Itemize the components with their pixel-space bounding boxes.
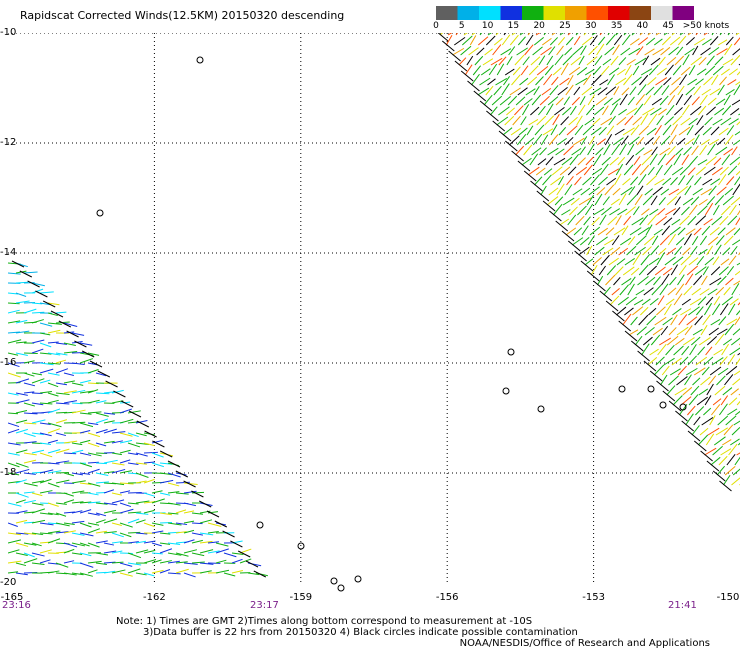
latitude-label: -14	[0, 247, 17, 258]
colorbar-swatch	[629, 6, 651, 20]
latitude-label: -12	[0, 137, 17, 148]
colorbar-swatch	[608, 6, 630, 20]
note-line-1: Note: 1) Times are GMT 2)Times along bot…	[116, 616, 533, 627]
time-label-right: 21:41	[668, 600, 697, 611]
longitude-label: -159	[289, 592, 313, 603]
note-line-2: 3)Data buffer is 22 hrs from 20150320 4)…	[143, 627, 578, 638]
longitude-label: -165	[0, 592, 24, 603]
island-outlines	[96, 56, 687, 592]
colorbar-swatch	[586, 6, 608, 20]
longitude-label: -156	[435, 592, 459, 603]
wind-speed-colorbar	[436, 6, 694, 20]
colorbar-label: 5	[458, 21, 465, 31]
longitude-label: -162	[143, 592, 166, 603]
colorbar-swatch	[479, 6, 501, 20]
wind-swath-west	[8, 260, 269, 578]
colorbar-label: 25	[559, 21, 571, 31]
colorbar-label: 10	[481, 21, 494, 31]
colorbar-label: 45	[662, 21, 674, 31]
latitude-label: -20	[0, 577, 17, 588]
credit-line: NOAA/NESDIS/Office of Research and Appli…	[459, 638, 710, 649]
colorbar-label: 40	[636, 21, 649, 31]
colorbar-label: 20	[533, 21, 545, 31]
latitude-label: -16	[0, 357, 17, 368]
longitude-label: -153	[582, 592, 605, 603]
map-title: Rapidscat Corrected Winds(12.5KM) 201503…	[20, 9, 345, 22]
colorbar-label: >50 knots	[682, 21, 730, 31]
wind-swath-east	[437, 33, 740, 492]
colorbar-swatch	[543, 6, 565, 20]
colorbar-swatch	[565, 6, 587, 20]
colorbar-label: 15	[507, 21, 520, 31]
colorbar-swatch	[436, 6, 458, 20]
time-label-left: 23:16	[2, 600, 31, 611]
longitude-label: -150	[716, 592, 740, 603]
colorbar-swatch	[457, 6, 479, 20]
colorbar-label: 30	[585, 21, 597, 31]
latitude-label: -18	[0, 467, 17, 478]
grid-lines	[8, 33, 740, 583]
latitude-label: -10	[0, 27, 17, 38]
colorbar-label: 0	[433, 21, 439, 31]
wind-map-plot	[8, 33, 740, 592]
time-label-middle: 23:17	[250, 600, 279, 611]
colorbar-swatch	[500, 6, 522, 20]
colorbar-label: 35	[610, 21, 623, 31]
colorbar-swatch	[522, 6, 544, 20]
colorbar-swatch	[672, 6, 694, 20]
colorbar-swatch	[651, 6, 673, 20]
